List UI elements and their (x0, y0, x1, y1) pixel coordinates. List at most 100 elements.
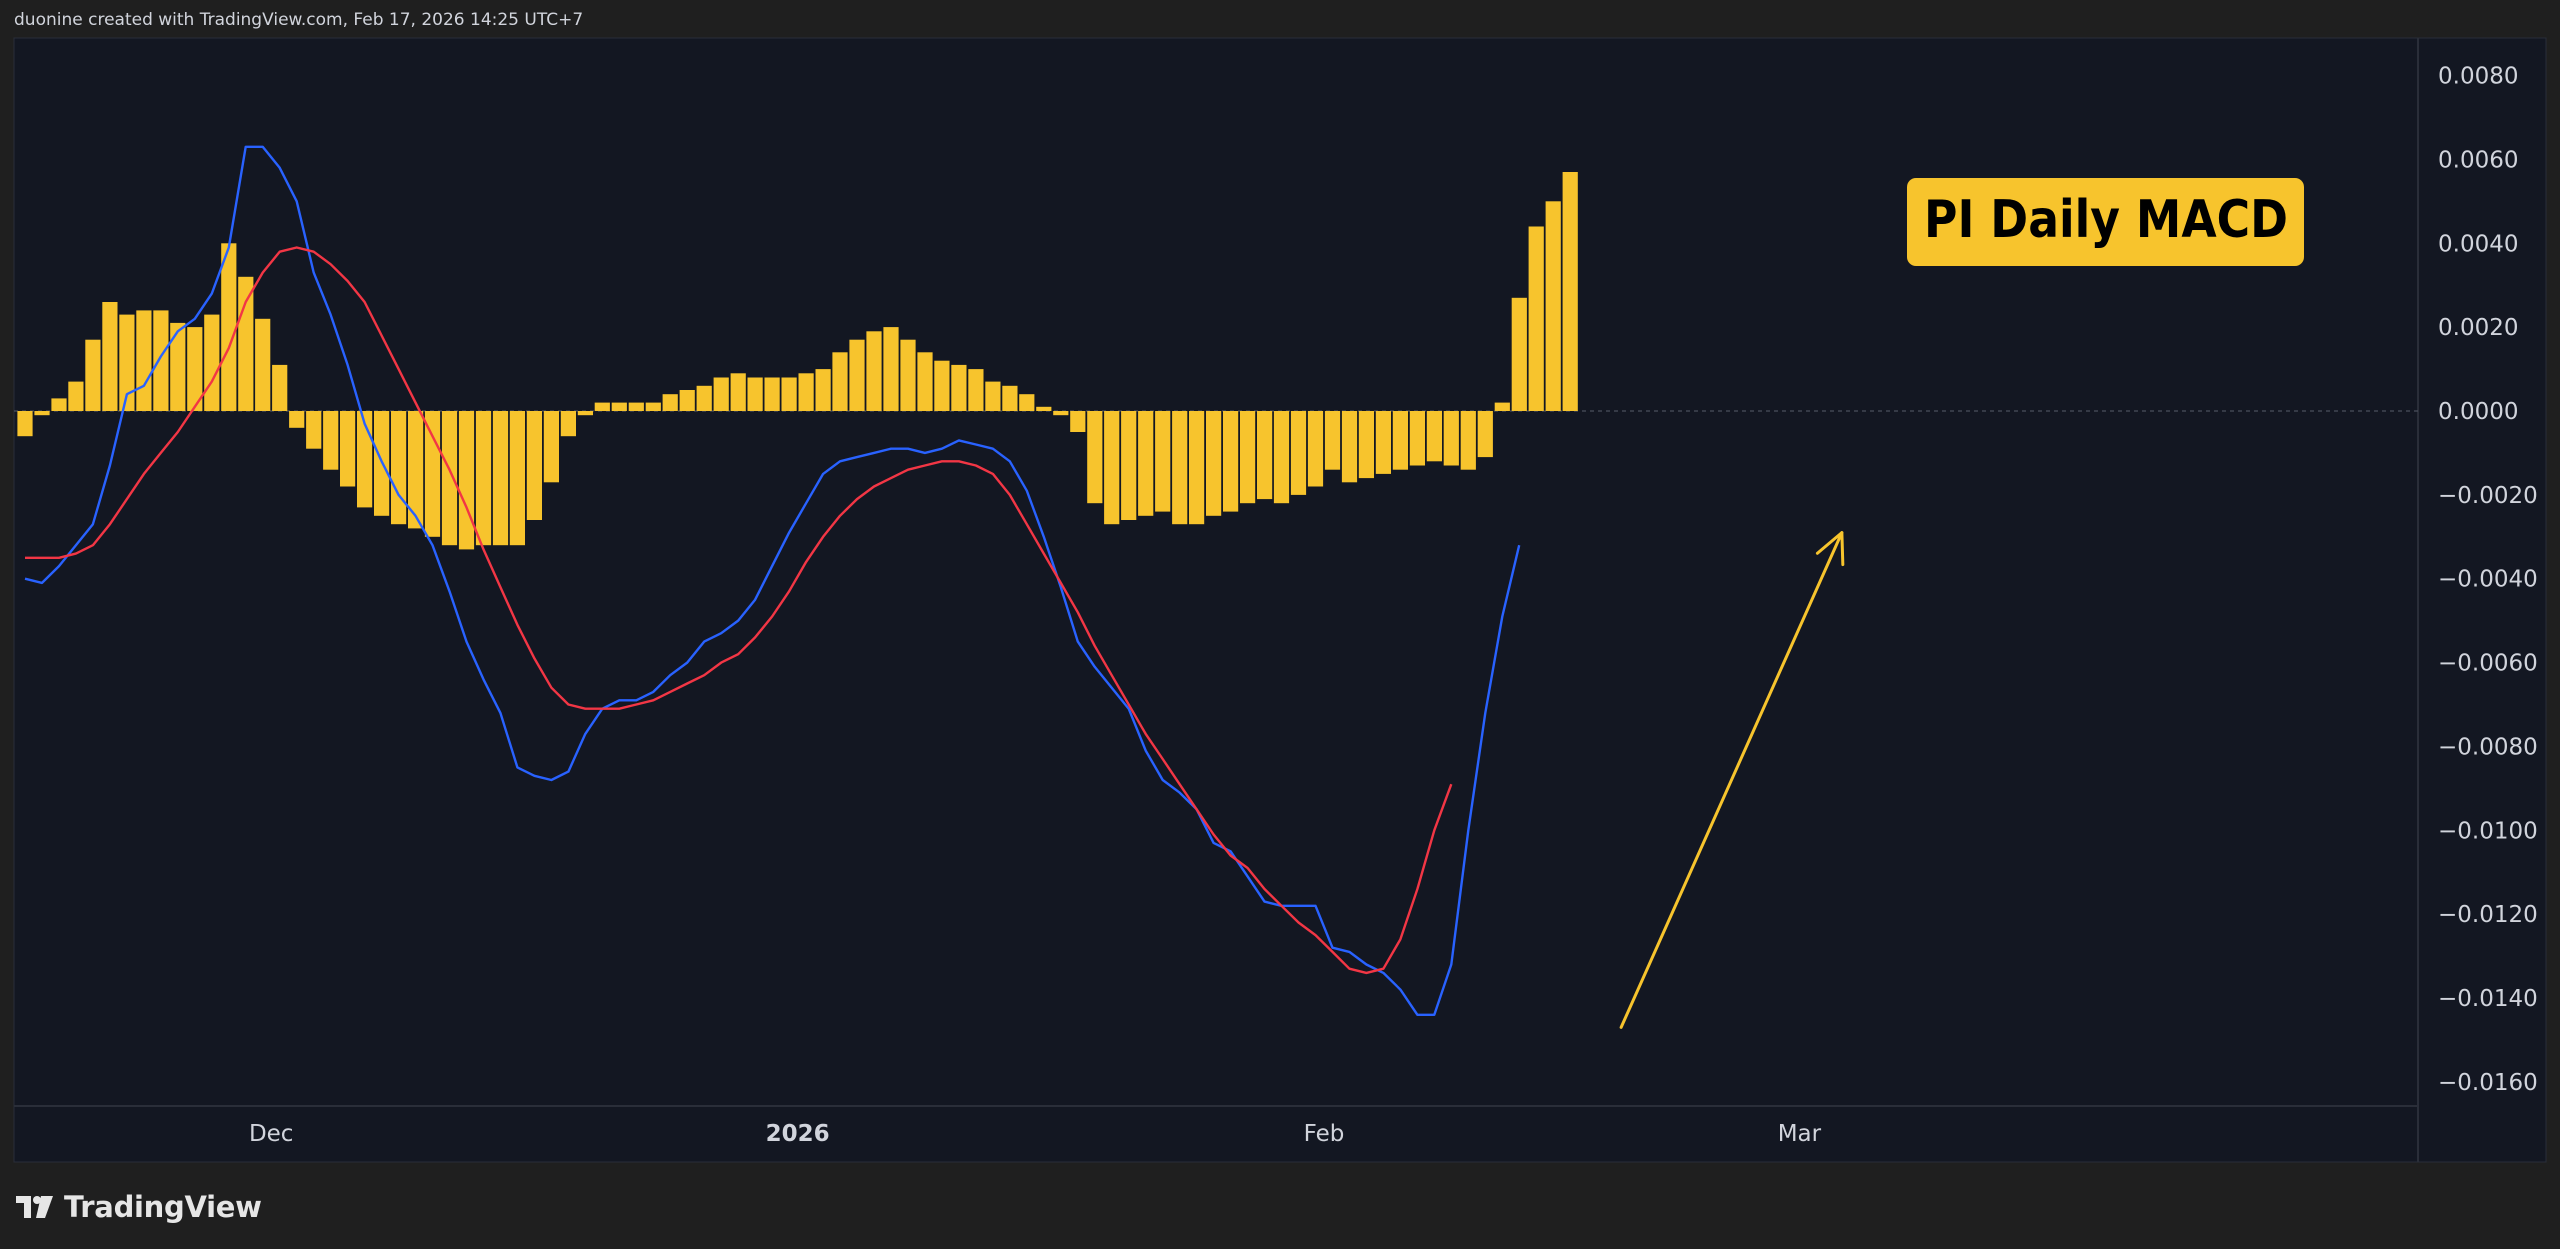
chart-title: PI Daily MACD (1924, 190, 2288, 250)
tradingview-logo[interactable]: TradingView (16, 1188, 262, 1226)
histogram-bar (289, 411, 305, 428)
histogram-bar (1155, 411, 1171, 512)
histogram-bar (408, 411, 424, 529)
y-tick-label: 0.0060 (2438, 147, 2518, 173)
brand-name: TradingView (64, 1190, 262, 1224)
price-axis-pane (2418, 38, 2546, 1162)
histogram-bar (900, 339, 916, 411)
histogram-bar (543, 411, 559, 483)
histogram-bar (764, 377, 780, 411)
trend-arrow-shaft (1619, 531, 1844, 1029)
histogram-bar (102, 302, 118, 411)
histogram-bar (1053, 411, 1069, 416)
attribution-text: duonine created with TradingView.com, Fe… (14, 10, 584, 30)
y-tick-label: −0.0160 (2438, 1070, 2538, 1096)
histogram-bar (306, 411, 322, 449)
histogram-bar (1019, 394, 1035, 411)
y-tick-label: −0.0140 (2438, 986, 2538, 1012)
histogram-bar (1443, 411, 1459, 466)
histogram-bar (187, 327, 203, 411)
histogram-bar (645, 402, 661, 411)
histogram-bar (475, 411, 492, 546)
chart-border (13, 37, 2547, 1163)
trend-arrow-head (1815, 531, 1845, 567)
histogram-bar (832, 352, 848, 411)
histogram-bar (1206, 411, 1222, 516)
histogram-bar (153, 310, 169, 411)
histogram-bar (1460, 411, 1476, 470)
histogram-bar (255, 318, 271, 411)
y-tick-label: −0.0060 (2438, 651, 2538, 677)
y-tick-label: 0.0040 (2438, 231, 2518, 257)
histogram-bar (1307, 411, 1324, 487)
y-tick-label: −0.0020 (2438, 483, 2538, 509)
histogram-bar (17, 411, 33, 437)
histogram-bar (221, 243, 237, 411)
histogram-bar (204, 314, 220, 411)
histogram-bar (509, 411, 525, 546)
time-axis-pane (14, 1106, 2418, 1162)
histogram-bar (323, 411, 339, 470)
histogram-bar (1562, 172, 1578, 411)
histogram-bar (1070, 411, 1086, 432)
y-tick-label: 0.0020 (2438, 315, 2518, 341)
histogram-bar (1477, 411, 1493, 458)
histogram-bar (1528, 226, 1544, 411)
histogram-bar (662, 394, 678, 411)
histogram-bar (1494, 402, 1510, 411)
histogram-bar (1189, 411, 1205, 525)
histogram-bar (1223, 411, 1239, 512)
x-tick-label: Mar (1778, 1121, 1822, 1147)
histogram-bar (798, 373, 814, 411)
y-tick-label: −0.0080 (2438, 734, 2538, 760)
histogram-bar (866, 331, 882, 411)
histogram-bar (1426, 411, 1442, 462)
histogram-bar (917, 352, 933, 411)
x-tick-label: Feb (1304, 1121, 1345, 1147)
histogram-bar (611, 402, 627, 411)
histogram-bar (1240, 411, 1256, 504)
histogram-bar (679, 390, 695, 411)
histogram-bar (849, 339, 865, 411)
histogram-bar (1257, 411, 1273, 500)
histogram-bar (1545, 201, 1561, 411)
histogram-bar (1087, 411, 1103, 504)
histogram-bar (730, 373, 746, 411)
histogram-bar (1121, 411, 1137, 520)
y-tick-label: 0.0000 (2438, 399, 2518, 425)
histogram-bar (628, 402, 644, 411)
histogram-bar (238, 276, 254, 411)
histogram-bar (1341, 411, 1358, 483)
y-tick-label: −0.0120 (2438, 902, 2538, 928)
histogram-series (17, 172, 1578, 550)
histogram-bar (68, 381, 84, 411)
histogram-bar (441, 411, 458, 546)
histogram-bar (1273, 411, 1290, 504)
histogram-bar (391, 411, 407, 525)
histogram-bar (357, 411, 373, 508)
y-tick-label: −0.0040 (2438, 567, 2538, 593)
histogram-bar (85, 339, 101, 411)
histogram-bar (934, 360, 950, 411)
histogram-bar (170, 322, 186, 411)
tradingview-logo-icon (16, 1196, 53, 1218)
histogram-bar (526, 411, 542, 520)
histogram-bar (815, 369, 831, 411)
signal-line (25, 246, 1453, 975)
x-tick-label: 2026 (766, 1121, 830, 1147)
histogram-bar (492, 411, 509, 546)
y-tick-label: 0.0080 (2438, 64, 2518, 90)
histogram-bar (272, 364, 288, 411)
histogram-bar (34, 411, 50, 416)
histogram-bar (713, 377, 729, 411)
histogram-bar (594, 402, 610, 411)
histogram-bar (1036, 406, 1052, 411)
histogram-bar (424, 411, 441, 537)
histogram-bar (951, 364, 967, 411)
histogram-bar (747, 377, 763, 411)
histogram-bar (883, 327, 899, 411)
histogram-bar (119, 314, 135, 411)
attribution-bar: duonine created with TradingView.com, Fe… (0, 0, 2560, 38)
histogram-bar (781, 377, 797, 411)
